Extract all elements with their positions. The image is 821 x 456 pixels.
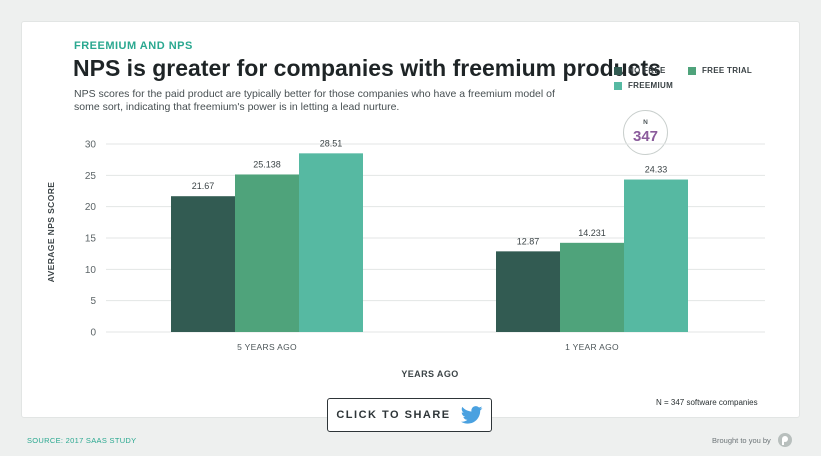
bar [171, 196, 235, 332]
brought-to-you-label: Brought to you by [712, 435, 771, 445]
source-note: SOURCE: 2017 SAAS STUDY [27, 436, 137, 445]
page-title: NPS is greater for companies with freemi… [73, 55, 661, 81]
x-tick-label: 5 YEARS AGO [237, 342, 297, 352]
bar [235, 174, 299, 332]
footnote: N = 347 software companies [656, 398, 758, 407]
eyebrow-label: FREEMIUM AND NPS [74, 40, 193, 52]
legend-item-free-trial: FREE TRIAL [688, 66, 752, 75]
data-label: 21.67 [192, 181, 215, 191]
brand-logo-icon [777, 433, 792, 447]
data-label: 14.231 [578, 228, 606, 238]
sample-size-value: 347 [632, 128, 659, 145]
bar [496, 251, 560, 332]
y-tick-label: 15 [85, 234, 97, 245]
sample-size-badge: N 347 [623, 110, 668, 155]
legend-swatch-freemium [614, 81, 622, 90]
y-tick-label: 5 [90, 296, 96, 307]
y-tick-label: 10 [85, 265, 97, 276]
data-label: 25.138 [253, 159, 281, 169]
y-tick-label: 20 [85, 202, 97, 213]
share-button-label: CLICK TO SHARE [336, 409, 451, 421]
legend-item-no-free: NO FREE [614, 66, 666, 75]
chart-legend: NO FREE FREE TRIAL FREEMIUM [614, 66, 764, 96]
twitter-bird-icon [460, 406, 483, 424]
bar [560, 242, 624, 332]
click-to-share-button[interactable]: CLICK TO SHARE [327, 398, 492, 432]
legend-label-free-trial: FREE TRIAL [702, 66, 753, 75]
y-tick-label: 0 [90, 328, 96, 339]
legend-swatch-free-trial [688, 66, 696, 75]
sample-size-label: N [643, 119, 648, 126]
legend-item-freemium: FREEMIUM [614, 81, 673, 90]
legend-swatch-no-free [614, 66, 622, 75]
legend-label-no-free: NO FREE [628, 66, 666, 75]
data-label: 24.33 [645, 165, 668, 175]
y-axis-title: AVERAGE NPS SCORE [46, 182, 56, 283]
legend-label-freemium: FREEMIUM [628, 81, 674, 90]
page-subtitle: NPS scores for the paid product are typi… [74, 88, 555, 113]
x-axis-title: YEARS AGO [401, 369, 458, 379]
brought-to-you-by: Brought to you by [712, 432, 793, 448]
bar-chart: 0 5 10 15 20 25 30 21.67 25.138 28.51 5 YEARS AGO 1… [46, 138, 765, 379]
x-tick-label: 1 YEAR AGO [565, 342, 619, 352]
bar [624, 179, 688, 332]
bar [299, 153, 363, 332]
y-tick-label: 25 [85, 171, 97, 182]
y-tick-label: 30 [85, 140, 97, 151]
data-label: 12.87 [517, 236, 540, 246]
data-label: 28.51 [320, 138, 343, 148]
